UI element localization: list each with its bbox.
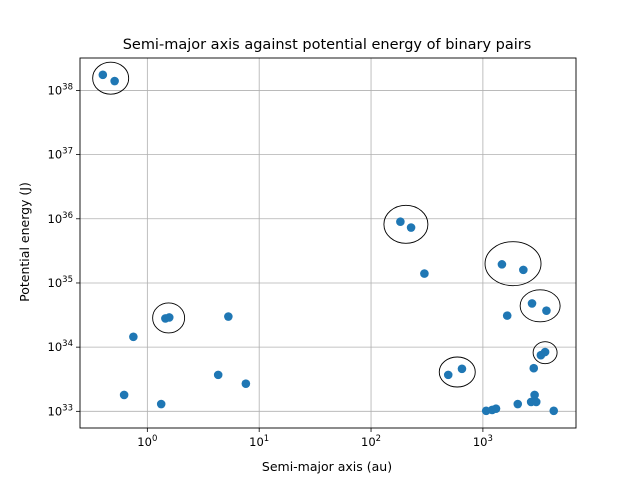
data-point <box>164 313 174 322</box>
data-point <box>531 397 541 407</box>
annotation-circle <box>92 61 130 95</box>
grid-lines <box>80 58 576 428</box>
x-tick-label: 102 <box>361 434 381 449</box>
x-tick-label: 103 <box>473 434 493 449</box>
y-tick-label: 1035 <box>48 275 73 290</box>
data-point <box>491 404 501 413</box>
data-point <box>502 311 512 320</box>
data-point <box>549 406 559 416</box>
data-point <box>156 399 166 409</box>
annotation-circle <box>438 356 476 388</box>
annotation-circle <box>484 241 542 287</box>
data-point <box>213 370 223 380</box>
data-point <box>540 347 550 357</box>
y-tick-label: 1038 <box>48 82 73 97</box>
y-tick-label: 1034 <box>48 339 73 354</box>
annotation-circle <box>152 302 186 334</box>
data-point <box>129 332 138 342</box>
y-tick-label: 1033 <box>48 403 73 418</box>
plot-frame <box>79 57 577 429</box>
data-point <box>119 390 129 400</box>
data-point <box>530 390 539 400</box>
x-axis-ticks: 100 101 102 103 <box>137 428 493 449</box>
data-point <box>443 370 453 380</box>
data-point <box>527 299 537 308</box>
data-point <box>420 269 429 278</box>
data-point <box>110 76 119 86</box>
y-tick-label: 1037 <box>48 147 73 162</box>
data-point <box>542 306 551 315</box>
x-axis-label: Semi-major axis (au) <box>262 459 392 474</box>
chart-title: Semi-major axis against potential energy… <box>123 37 532 53</box>
x-tick-label: 101 <box>249 434 269 449</box>
annotation-circle <box>383 204 429 244</box>
data-points <box>98 70 559 416</box>
data-point <box>241 379 251 388</box>
annotation-circles <box>92 61 561 388</box>
data-point <box>497 260 507 269</box>
data-point <box>396 217 405 227</box>
data-point <box>224 312 233 321</box>
data-point <box>529 363 539 373</box>
data-point <box>513 399 523 409</box>
y-axis-label: Potential energy (J) <box>17 182 32 302</box>
x-tick-label: 100 <box>137 434 157 449</box>
annotation-circle <box>519 289 561 323</box>
annotation-circle <box>532 341 558 365</box>
data-point <box>98 70 108 80</box>
data-point <box>457 364 467 374</box>
data-point <box>406 223 416 232</box>
y-axis-ticks: 1033 1034 1035 1036 1037 1038 <box>48 82 80 418</box>
data-point <box>519 265 528 275</box>
y-tick-label: 1036 <box>48 211 73 226</box>
